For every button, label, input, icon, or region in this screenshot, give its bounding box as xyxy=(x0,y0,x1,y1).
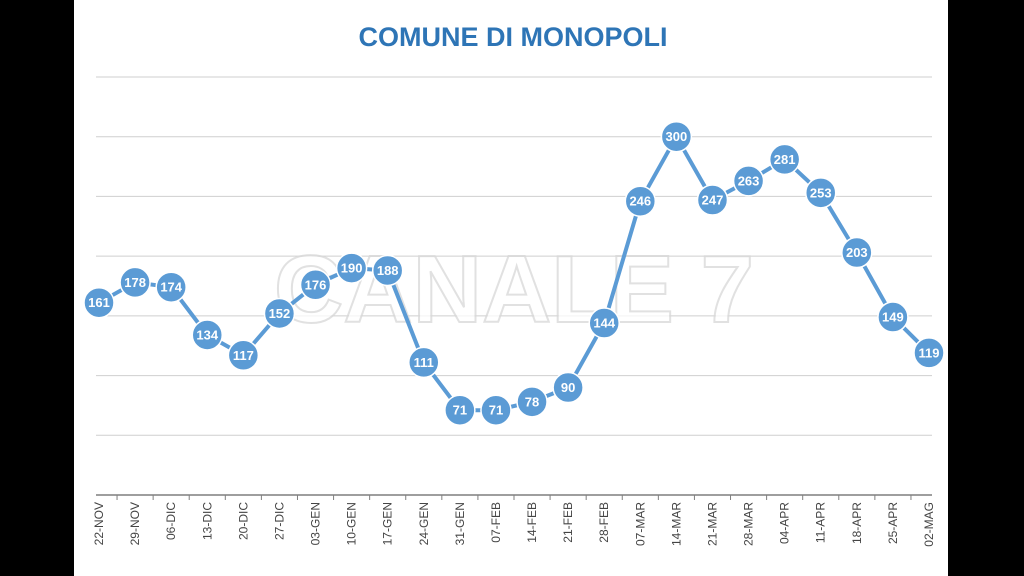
data-point xyxy=(263,297,296,330)
data-point xyxy=(696,184,729,216)
gridlines xyxy=(96,76,932,436)
data-point xyxy=(155,271,187,303)
x-tick-label: 29-NOV xyxy=(128,502,142,545)
data-point xyxy=(371,254,404,287)
data-point xyxy=(480,394,512,426)
data-point xyxy=(227,339,260,372)
data-label: 71 xyxy=(453,403,467,418)
data-label: 119 xyxy=(919,345,940,360)
data-point xyxy=(299,269,332,301)
data-label: 149 xyxy=(882,310,904,325)
watermark: CANALE 7 xyxy=(274,236,754,343)
data-point xyxy=(119,266,151,299)
x-tick-label: 06-DIC xyxy=(164,502,178,540)
data-label: 144 xyxy=(593,316,615,331)
x-tick-label: 13-DIC xyxy=(200,502,214,540)
data-point xyxy=(877,301,909,333)
x-tick-label: 14-FEB xyxy=(525,502,539,543)
data-point xyxy=(768,143,801,176)
x-tick-label: 11-APR xyxy=(814,502,828,543)
x-tick-label: 04-APR xyxy=(778,502,792,544)
data-label: 203 xyxy=(846,245,868,260)
data-point xyxy=(804,177,837,209)
data-label: 247 xyxy=(702,193,724,208)
data-label: 178 xyxy=(124,275,146,290)
data-label: 90 xyxy=(561,380,575,395)
x-tick-label: 18-APR xyxy=(850,502,864,544)
x-tick-label: 03-GEN xyxy=(309,502,323,545)
data-point xyxy=(444,394,476,426)
x-tick-label: 25-APR xyxy=(886,502,900,544)
x-tick-label: 17-GEN xyxy=(381,502,395,545)
data-point xyxy=(732,165,765,197)
data-label: 174 xyxy=(160,280,182,295)
x-tick-label: 31-GEN xyxy=(453,502,467,545)
data-label: 78 xyxy=(525,394,539,409)
data-point xyxy=(191,319,224,351)
line-chart: CANALE 7 COMUNE DI MONOPOLI 22-NOV 29-NOV… xyxy=(83,22,945,547)
data-label: 161 xyxy=(88,295,110,310)
x-tick-label: 14-MAR xyxy=(669,502,683,546)
data-point xyxy=(588,307,620,339)
data-label: 134 xyxy=(196,327,218,342)
x-tick-label: 28-MAR xyxy=(742,502,756,546)
data-label: 71 xyxy=(489,403,503,418)
x-tick-label: 07-MAR xyxy=(633,502,647,546)
data-label: 190 xyxy=(341,261,363,276)
x-tick-label: 21-MAR xyxy=(705,502,719,546)
data-point xyxy=(408,346,440,379)
data-point xyxy=(913,337,945,369)
x-tick-label: 20-DIC xyxy=(236,502,250,540)
data-label: 253 xyxy=(810,185,832,200)
data-label: 263 xyxy=(738,173,760,188)
x-tick-label: 22-NOV xyxy=(92,502,106,545)
x-tick-label: 28-FEB xyxy=(597,502,611,543)
data-label: 246 xyxy=(629,194,651,209)
data-label: 117 xyxy=(233,348,254,363)
x-tick-label: 24-GEN xyxy=(417,502,431,545)
data-label: 300 xyxy=(666,129,688,144)
data-label: 176 xyxy=(305,277,327,292)
data-label: 188 xyxy=(377,263,399,278)
data-point xyxy=(335,252,368,284)
data-label: 152 xyxy=(269,306,291,321)
x-axis: 22-NOV 29-NOV 06-DIC 13-DIC 20-DIC 27-DIC 03-G… xyxy=(92,494,936,547)
x-tick-label: 27-DIC xyxy=(272,502,286,540)
series: 161 178 174 134 117 152 176 190 188 111 71 71 78 90 14… xyxy=(83,120,945,426)
data-point xyxy=(83,286,115,319)
chart-panel: CANALE 7 COMUNE DI MONOPOLI 22-NOV 29-NOV… xyxy=(74,0,948,576)
x-tick-label: 21-FEB xyxy=(561,502,575,543)
data-point xyxy=(624,185,657,217)
data-label: 111 xyxy=(414,355,434,370)
x-tick-label: 10-GEN xyxy=(345,502,359,545)
data-point xyxy=(660,120,693,153)
data-label: 281 xyxy=(774,152,796,167)
x-tick-label: 02-MAG xyxy=(922,502,936,547)
x-tick-label: 07-FEB xyxy=(489,502,503,543)
chart-title: COMUNE DI MONOPOLI xyxy=(359,22,668,52)
data-point xyxy=(516,386,548,418)
data-point xyxy=(552,371,584,404)
data-point xyxy=(841,236,873,269)
